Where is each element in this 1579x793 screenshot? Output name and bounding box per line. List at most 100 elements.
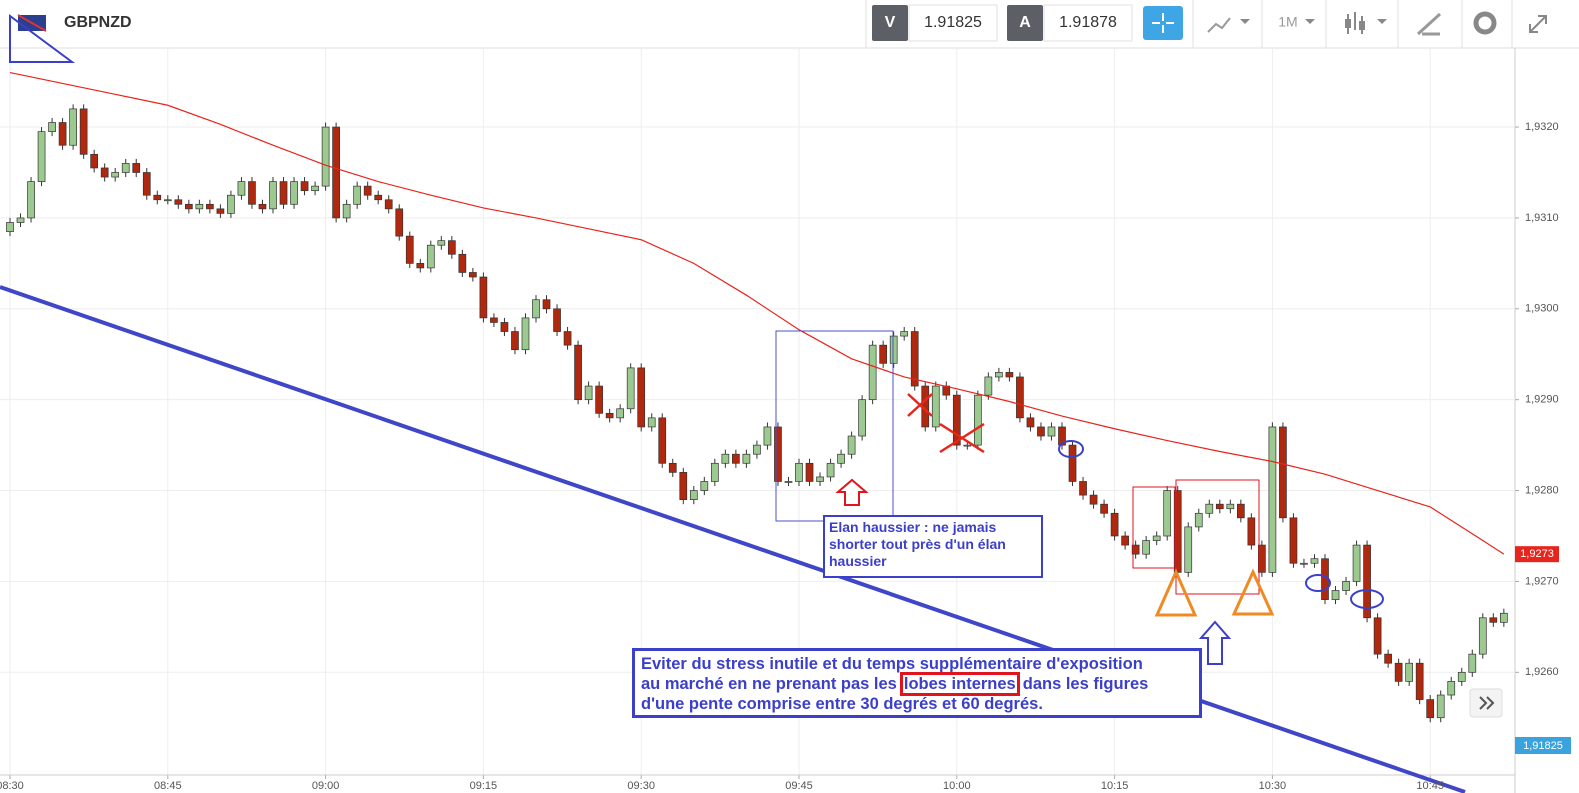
candle-body — [153, 194, 162, 201]
candle-body — [1394, 662, 1403, 682]
candle-body — [416, 263, 425, 269]
y-tick-label: 1,9280 — [1525, 484, 1559, 496]
cross-mark — [907, 393, 985, 454]
dropdown-caret — [1305, 19, 1315, 24]
candle-body — [521, 317, 530, 351]
candle-body — [1142, 540, 1151, 555]
note-highlight: lobes internes — [899, 672, 1020, 696]
bid-tag: 1,91825 — [1523, 740, 1563, 752]
dropdown-caret — [1240, 19, 1250, 24]
toolbar: GBPNZD V 1.91825 A 1.91878 1M — [17, 0, 1547, 48]
candle-body — [858, 399, 866, 437]
candle-body — [1247, 517, 1256, 546]
candle-body — [363, 185, 372, 196]
y-tick-label: 1,9310 — [1525, 212, 1559, 224]
triangle-mark — [1231, 568, 1275, 616]
draw-button[interactable] — [1416, 12, 1442, 36]
candle-body — [816, 476, 824, 482]
candle-body — [1342, 581, 1350, 591]
fullscreen-button[interactable] — [1529, 15, 1547, 33]
candle-body — [269, 181, 277, 210]
candle-body — [995, 372, 1003, 378]
candle-body — [574, 344, 582, 401]
candle-body — [184, 203, 193, 210]
candle-body — [542, 299, 551, 310]
candle-body — [1037, 426, 1045, 437]
grid — [0, 48, 1519, 779]
candle-body — [100, 167, 109, 178]
candle-body — [174, 199, 183, 205]
ellipse-mark — [1350, 589, 1384, 609]
moving-average — [9, 71, 1505, 555]
candle-body — [984, 376, 993, 396]
candle-body — [532, 299, 540, 319]
ma-tag-bg — [1515, 546, 1559, 563]
candle-body — [37, 131, 46, 182]
candle-body — [374, 194, 383, 201]
candle-body — [1457, 671, 1466, 682]
candle-body — [668, 462, 677, 473]
candle-body — [973, 394, 982, 446]
candle-body — [69, 108, 77, 146]
corner-triangle — [9, 14, 76, 63]
chart-type-button[interactable] — [1207, 17, 1231, 33]
candle-body — [1215, 503, 1224, 510]
bid-tag-bg — [1515, 737, 1571, 754]
candle-body — [48, 122, 56, 132]
candle-body — [1426, 699, 1435, 719]
note-line: Eviter du stress inutile et du temps sup… — [641, 655, 1143, 673]
candle-body — [1415, 662, 1424, 700]
ma-tag: 1,9273 — [1520, 548, 1554, 560]
x-tick-label: 10:45 — [1416, 780, 1444, 792]
candle-body — [132, 163, 141, 173]
candle-body — [1279, 426, 1287, 519]
candle-body — [605, 412, 614, 419]
candle-body — [511, 331, 519, 351]
note: Eviter du stress inutile et du temps sup… — [632, 648, 1202, 718]
candle-body — [248, 181, 256, 205]
candle-body — [111, 172, 120, 178]
candle-body — [1226, 503, 1235, 510]
candle-body — [321, 126, 330, 187]
settings-button[interactable] — [1473, 11, 1497, 35]
candle-body — [1152, 535, 1161, 541]
candle-body — [342, 203, 351, 219]
candle-body — [500, 322, 509, 332]
ask-button[interactable] — [1007, 5, 1043, 41]
candle-body — [700, 481, 709, 491]
candle-body — [332, 126, 340, 219]
x-tick-label: 08:30 — [0, 780, 24, 792]
candle-body — [216, 208, 225, 214]
candle-body — [1205, 503, 1214, 514]
crosshair-icon — [1152, 13, 1174, 33]
candle-body — [774, 426, 782, 482]
y-tick-label: 1,9260 — [1525, 666, 1559, 678]
candle-body — [889, 335, 898, 364]
lobe-box — [1132, 486, 1176, 569]
interval-button[interactable]: 1M — [1278, 14, 1297, 30]
candle-body — [437, 240, 446, 246]
flag-icon — [17, 14, 47, 32]
candle-body — [1468, 653, 1477, 673]
symbol: GBPNZD — [64, 14, 132, 31]
bid-button[interactable] — [872, 5, 908, 41]
candle-body — [353, 185, 362, 205]
candle-body — [742, 453, 751, 464]
candle-body — [426, 244, 435, 269]
y-tick-label: 1,9290 — [1525, 394, 1559, 406]
y-tick-label: 1,9300 — [1525, 303, 1559, 315]
candle-body — [227, 194, 235, 214]
candle-body — [689, 490, 698, 500]
dropdown-caret — [1377, 19, 1387, 24]
candle-icon — [1359, 21, 1365, 30]
candle-body — [910, 331, 919, 387]
crosshair-button[interactable] — [1143, 6, 1183, 40]
candle-body — [584, 385, 593, 401]
candle-body — [1436, 694, 1445, 719]
candle-body — [121, 163, 130, 173]
candle-body — [616, 408, 625, 419]
candle-body — [826, 462, 835, 478]
candle-body — [206, 203, 214, 210]
candle-body — [6, 222, 14, 232]
